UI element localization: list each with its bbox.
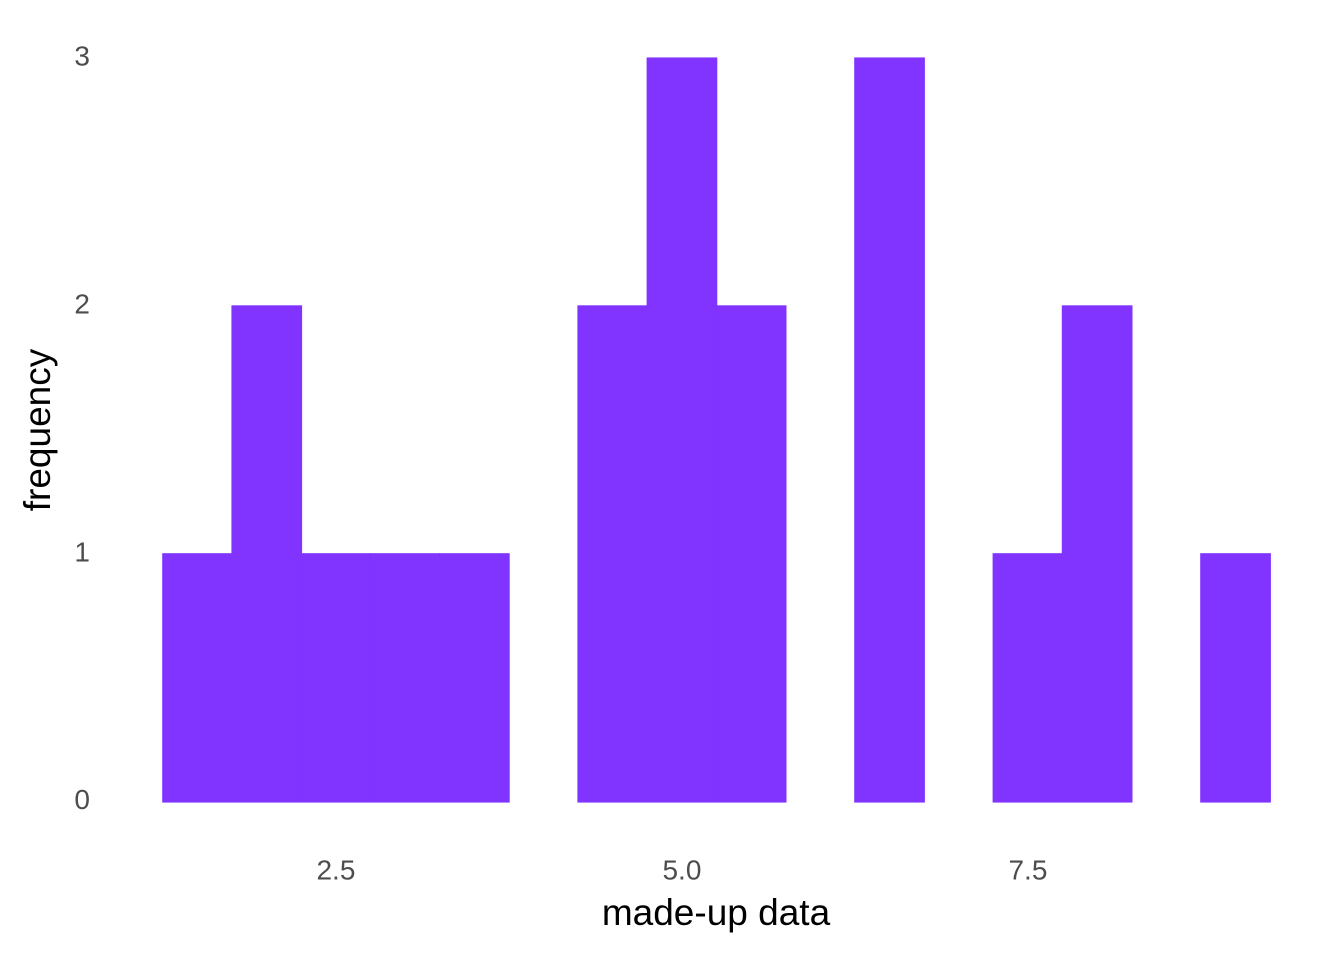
bar bbox=[231, 305, 303, 803]
y-tick-label: 1 bbox=[74, 536, 90, 567]
bar bbox=[577, 305, 649, 803]
y-tick-label: 2 bbox=[74, 288, 90, 319]
bar bbox=[1061, 305, 1133, 803]
bar bbox=[992, 553, 1064, 803]
x-axis-title: made-up data bbox=[602, 892, 831, 933]
bar bbox=[369, 553, 441, 803]
bar bbox=[646, 57, 718, 803]
x-tick-label: 2.5 bbox=[316, 854, 355, 885]
bar bbox=[854, 57, 925, 803]
bar bbox=[300, 553, 372, 803]
x-tick-label: 7.5 bbox=[1008, 854, 1047, 885]
bar bbox=[439, 553, 510, 803]
bar bbox=[1200, 553, 1271, 803]
y-axis-title: frequency bbox=[17, 348, 58, 511]
bar bbox=[715, 305, 787, 803]
bar bbox=[162, 553, 233, 803]
y-tick-label: 3 bbox=[74, 41, 90, 72]
x-tick-label: 5.0 bbox=[662, 854, 701, 885]
y-tick-label: 0 bbox=[74, 784, 90, 815]
